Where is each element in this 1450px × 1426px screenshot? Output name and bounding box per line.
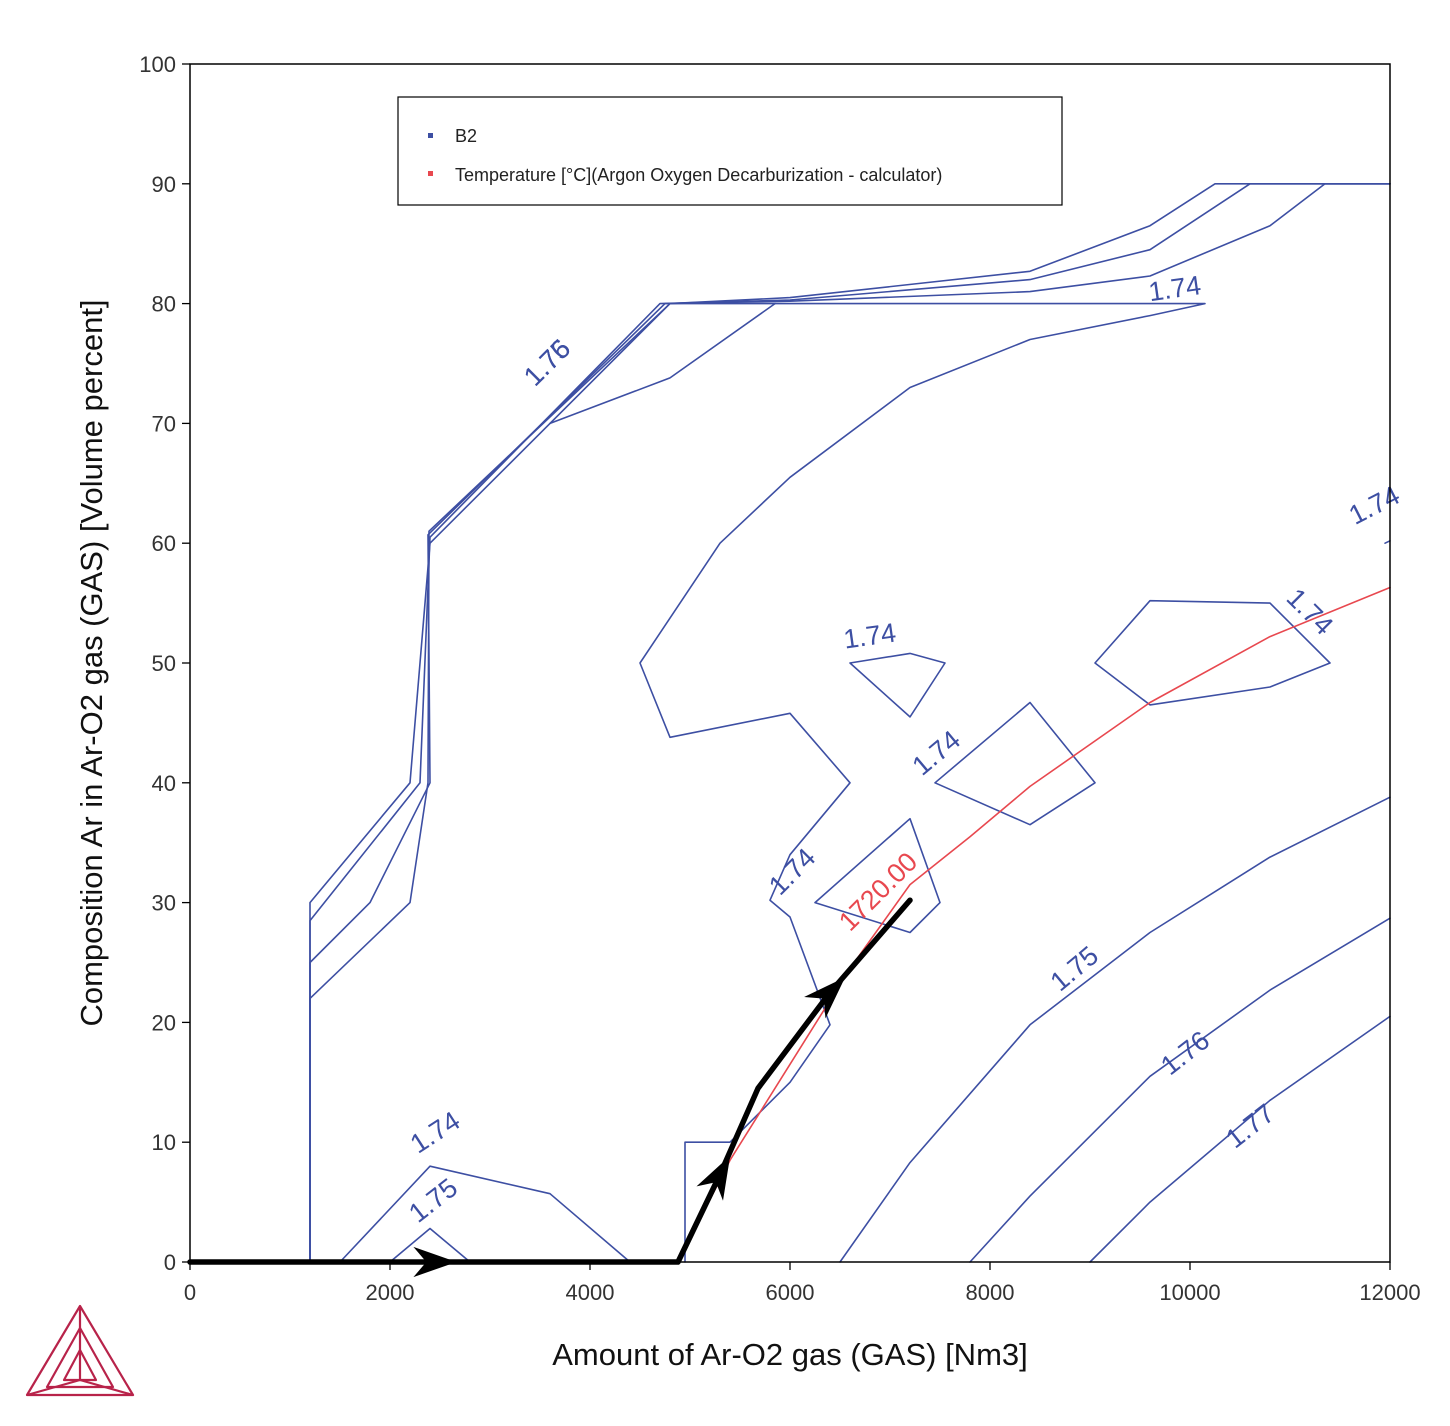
x-tick-label: 0 <box>184 1280 196 1305</box>
y-tick-label: 0 <box>164 1250 176 1275</box>
b2-contour-line-2 <box>309 183 1391 1263</box>
y-tick-label: 90 <box>152 172 176 197</box>
contour-label-1: 1.75 <box>403 1172 463 1228</box>
legend-label-temperature: Temperature [°C](Argon Oxygen Decarburiz… <box>455 165 942 185</box>
process-path-line <box>187 897 913 1265</box>
legend-label-b2: B2 <box>455 126 477 146</box>
contour-label-8: 1.74 <box>1281 583 1339 641</box>
legend: B2 Temperature [°C](Argon Oxygen Decarbu… <box>397 96 1063 206</box>
contour-label-6: 1.74 <box>907 725 967 782</box>
x-tick-label: 8000 <box>966 1280 1015 1305</box>
x-tick-label: 2000 <box>366 1280 415 1305</box>
temperature-isoline <box>677 586 1391 1263</box>
b2-contour-line-7 <box>849 652 946 718</box>
x-tick-label: 4000 <box>566 1280 615 1305</box>
x-tick-label: 10000 <box>1159 1280 1220 1305</box>
y-tick-label: 50 <box>152 651 176 676</box>
contour-label-12: 1.77 <box>1220 1098 1280 1154</box>
thermo-calc-logo <box>25 1304 135 1397</box>
path-arrowhead-2 <box>804 977 846 1019</box>
contour-label-7: 1.74 <box>763 842 821 900</box>
y-tick-label: 60 <box>152 531 176 556</box>
contour-label-10: 1.75 <box>1045 940 1105 997</box>
x-tick-label: 6000 <box>766 1280 815 1305</box>
b2-contour-line-10 <box>1094 599 1331 706</box>
y-tick-label: 70 <box>152 411 176 436</box>
b2-contour-line-6 <box>389 1227 471 1263</box>
y-tick-label: 30 <box>152 891 176 916</box>
x-axis-title: Amount of Ar-O2 gas (GAS) [Nm3] <box>552 1337 1028 1372</box>
contour-label-3: 1.75 <box>518 333 576 391</box>
b2-contour-line-14 <box>1089 1015 1391 1263</box>
y-tick-label: 100 <box>139 52 176 77</box>
legend-swatch-b2 <box>428 133 433 138</box>
y-tick-label: 20 <box>152 1010 176 1035</box>
y-tick-label: 10 <box>152 1130 176 1155</box>
b2-contour-line-12 <box>839 796 1391 1263</box>
b2-contour-line-8 <box>814 817 941 934</box>
b2-contour-line-13 <box>969 917 1391 1263</box>
contour-label-5: 1.74 <box>842 618 898 655</box>
contour-label-11: 1.76 <box>1155 1025 1215 1081</box>
y-axis-title: Composition Ar in Ar-O2 gas (GAS) [Volum… <box>74 299 109 1026</box>
legend-swatch-temperature <box>428 171 433 176</box>
y-tick-label: 80 <box>152 292 176 317</box>
contour-label-0: 1.74 <box>405 1105 465 1159</box>
contour-label-9: 1.74 <box>1344 480 1404 531</box>
b2-contour-line-11 <box>1384 539 1391 545</box>
b2-contour-line-1 <box>309 183 1391 1263</box>
path-arrowhead-1 <box>696 1155 731 1201</box>
b2-contour-line-9 <box>934 701 1096 826</box>
contour-label-4: 1.74 <box>1147 270 1203 307</box>
b2-contour-line-3 <box>309 302 1206 1263</box>
legend-box <box>397 96 1063 206</box>
b2-contour-line-0 <box>309 183 1391 1263</box>
x-tick-label: 12000 <box>1359 1280 1420 1305</box>
y-tick-label: 40 <box>152 771 176 796</box>
b2-contour-line-4 <box>549 302 776 425</box>
b2-contour-line-5 <box>339 1165 631 1263</box>
